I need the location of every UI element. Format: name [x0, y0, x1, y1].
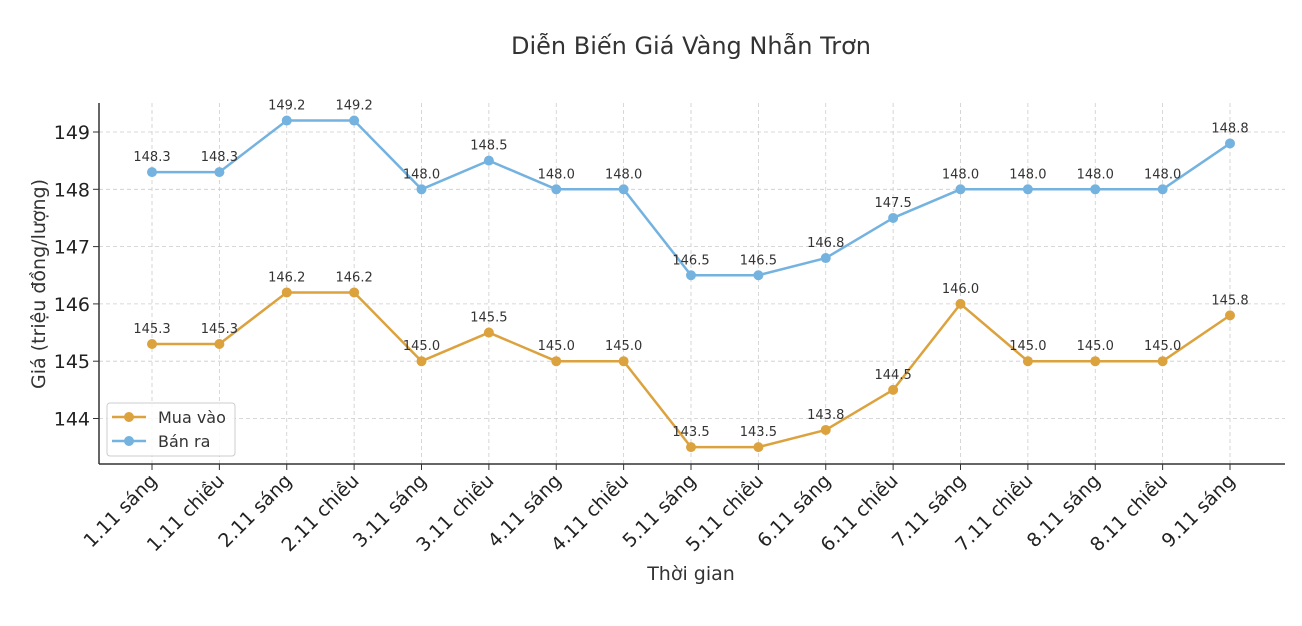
data-point [686, 442, 696, 453]
legend-label: Mua vào [158, 408, 226, 427]
data-point [955, 184, 966, 195]
data-label: 143.5 [740, 425, 777, 440]
data-point [1225, 310, 1235, 321]
data-label: 149.2 [268, 99, 305, 114]
data-point [1022, 184, 1033, 195]
data-label: 143.8 [807, 408, 844, 423]
data-label: 145.0 [1077, 339, 1114, 354]
y-tick-label: 146 [54, 294, 90, 316]
data-point [349, 115, 360, 126]
data-point [416, 356, 427, 367]
data-label: 149.2 [336, 99, 373, 114]
legend-label: Bán ra [158, 432, 210, 451]
data-point [820, 253, 831, 264]
data-point [618, 356, 629, 367]
data-label: 145.0 [403, 339, 440, 354]
data-label: 148.5 [470, 139, 507, 154]
data-point [551, 356, 562, 367]
legend-marker-icon [124, 412, 134, 422]
data-label: 146.2 [268, 270, 305, 285]
data-label: 148.3 [201, 150, 238, 165]
data-point [618, 184, 629, 195]
data-label: 146.8 [807, 236, 844, 251]
x-axis-label: Thời gian [646, 563, 735, 585]
data-point [753, 270, 764, 281]
legend-marker-icon [124, 436, 134, 446]
data-label: 145.3 [133, 322, 170, 337]
data-point [1157, 184, 1168, 195]
data-label: 146.5 [672, 253, 709, 268]
y-ticks: 144 145 146 147 148 149 [54, 122, 99, 431]
data-label: 148.3 [133, 150, 170, 165]
data-label: 148.0 [1144, 167, 1181, 182]
data-label: 146.5 [740, 253, 777, 268]
data-point [1022, 356, 1033, 367]
legend: Mua vào Bán ra [106, 402, 236, 457]
data-point [147, 167, 157, 178]
data-point [888, 212, 899, 223]
data-point [483, 155, 494, 166]
data-point [349, 287, 360, 298]
data-point [483, 327, 494, 338]
data-label: 148.0 [403, 167, 440, 182]
data-point [1225, 138, 1235, 149]
data-label: 143.5 [672, 425, 709, 440]
data-label: 148.0 [605, 167, 642, 182]
data-point [1090, 356, 1101, 367]
data-label: 145.3 [201, 322, 238, 337]
data-label: 145.0 [538, 339, 575, 354]
data-label: 145.0 [1009, 339, 1046, 354]
data-point [416, 184, 427, 195]
y-tick-label: 149 [54, 122, 90, 144]
series-lines: 145.3 145.3 146.2 146.2 145.0 145.5 145.0 145.0… [133, 99, 1249, 453]
axes [98, 103, 1285, 465]
x-tick-label: 9.11 sáng [1158, 470, 1240, 552]
data-label: 148.0 [942, 167, 979, 182]
data-label: 147.5 [875, 196, 912, 211]
y-axis-label: Giá (triệu đồng/lượng) [28, 179, 50, 389]
data-point [1157, 356, 1168, 367]
data-point [1090, 184, 1101, 195]
series-mua-vao: 145.3 145.3 146.2 146.2 145.0 145.5 145.0 145.0… [133, 270, 1249, 453]
data-label: 148.0 [1009, 167, 1046, 182]
data-label: 145.5 [470, 311, 507, 326]
data-label: 145.0 [1144, 339, 1181, 354]
data-point [686, 270, 696, 281]
data-label: 146.0 [942, 282, 979, 297]
data-label: 148.0 [1077, 167, 1114, 182]
data-point [281, 287, 292, 298]
data-point [888, 384, 899, 395]
data-point [214, 167, 225, 178]
series-ban-ra: 148.3 148.3 149.2 149.2 148.0 148.5 148.0 148.0… [133, 99, 1249, 281]
y-tick-label: 145 [54, 351, 90, 373]
data-point [955, 298, 966, 309]
data-label: 144.5 [875, 368, 912, 383]
data-point [820, 424, 831, 435]
y-tick-label: 147 [54, 237, 90, 259]
data-label: 145.0 [605, 339, 642, 354]
y-tick-label: 144 [54, 409, 90, 431]
data-label: 146.2 [336, 270, 373, 285]
data-label: 145.8 [1211, 293, 1248, 308]
data-label: 148.0 [538, 167, 575, 182]
data-point [551, 184, 562, 195]
chart-title: Diễn Biến Giá Vàng Nhẫn Trơn [511, 31, 871, 60]
data-point [147, 339, 157, 350]
y-tick-label: 148 [54, 179, 90, 201]
data-point [214, 339, 225, 350]
data-point [753, 442, 764, 453]
data-point [281, 115, 292, 126]
data-label: 148.8 [1211, 121, 1248, 136]
